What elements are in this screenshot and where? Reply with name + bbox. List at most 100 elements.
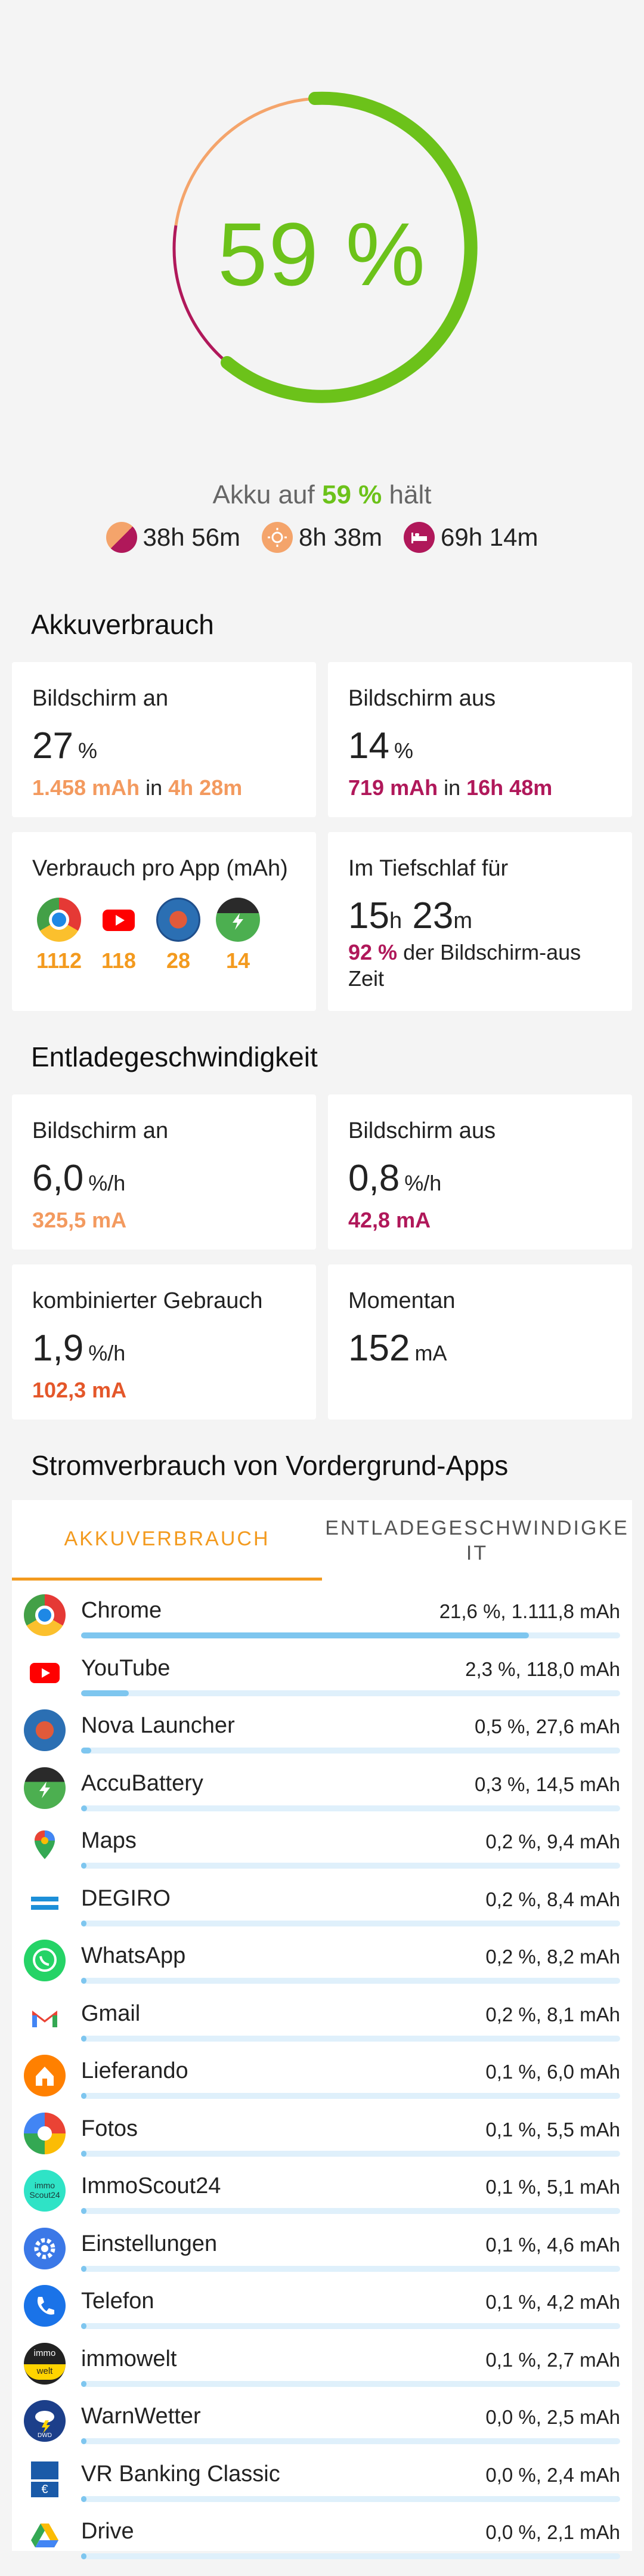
app-row-fotos[interactable]: Fotos 0,1 %, 5,5 mAh [12,2108,632,2165]
app-row-chrome[interactable]: Chrome 21,6 %, 1.111,8 mAh [12,1589,632,1647]
discharge-screen-off-card[interactable]: Bildschirm aus 0,8 %/h 42,8 mA [328,1094,632,1250]
app-usage-bar [81,1863,620,1869]
app-usage-bar [81,2208,620,2214]
app-row-accubattery[interactable]: AccuBattery 0,3 %, 14,5 mAh [12,1762,632,1820]
discharge-combined-card[interactable]: kombinierter Gebrauch 1,9 %/h 102,3 mA [12,1264,316,1420]
drive-icon [24,2515,66,2557]
app-row-immowelt[interactable]: immo welt immowelt 0,1 %, 2,7 mAh [12,2338,632,2395]
usage-per-app-card[interactable]: Verbrauch pro App (mAh) 1112 118 28 14 [12,832,316,1011]
app-usage-value: 0,1 %, 4,6 mAh [485,2233,620,2256]
app-usage-bar-fill [81,1863,87,1869]
app-name: WhatsApp [81,1943,186,1968]
app-row-telefon[interactable]: Telefon 0,1 %, 4,2 mAh [12,2280,632,2337]
foreground-section-title: Stromverbrauch von Vordergrund-Apps [31,1450,509,1481]
settings-gear-icon [24,2227,66,2269]
sleep-bed-icon [404,522,435,553]
youtube-icon [24,1652,66,1694]
app-usage-bar-fill [81,1748,92,1754]
app-usage-bar-fill [81,1805,88,1811]
app-usage-value: 0,0 %, 2,5 mAh [485,2406,620,2428]
app-usage-bar [81,1920,620,1926]
discharge-current-card[interactable]: Momentan 152 mA [328,1264,632,1420]
degiro-icon [24,1882,66,1924]
app-row-vr-banking-classic[interactable]: € VR Banking Classic 0,0 %, 2,4 mAh [12,2453,632,2510]
card-sub: 42,8 mA [348,1208,431,1232]
card-sub: 719 mAh in 16h 48m [348,775,553,800]
app-name: Einstellungen [81,2231,218,2256]
app-name: Gmail [81,2000,141,2026]
app-row-warnwetter[interactable]: DWD WarnWetter 0,0 %, 2,5 mAh [12,2395,632,2453]
tab-akkuverbrauch[interactable]: AKKUVERBRAUCH [12,1500,322,1581]
app-name: Fotos [81,2116,138,2141]
app-usage-bar [81,1978,620,1984]
usage-screen-off-card[interactable]: Bildschirm aus 14% 719 mAh in 16h 48m [328,662,632,817]
app-row-immoscout24[interactable]: immo Scout24 ImmoScout24 0,1 %, 5,1 mAh [12,2165,632,2222]
app-usage-bar-fill [81,2495,87,2502]
per-app-value-chrome: 1112 [36,948,82,973]
app-usage-bar-fill [81,1920,87,1926]
gmail-icon [24,1997,66,2039]
card-label: Im Tiefschlaf für [348,856,509,881]
app-row-einstellungen[interactable]: Einstellungen 0,1 %, 4,6 mAh [12,2223,632,2280]
app-name: WarnWetter [81,2404,201,2429]
tab-entladegeschwindigkeit[interactable]: ENTLADEGESCHWINDIGKE IT [325,1516,629,1564]
app-name: ImmoScout24 [81,2173,221,2198]
card-value: 1,9 %/h [32,1328,126,1369]
app-usage-bar-fill [81,2265,87,2272]
estimate-sleep-value: 69h 14m [441,523,538,551]
usage-screen-on-card[interactable]: Bildschirm an 27% 1.458 mAh in 4h 28m [12,662,316,817]
card-label: Bildschirm aus [348,1118,496,1143]
usage-section-title: Akkuverbrauch [31,609,214,640]
app-row-degiro[interactable]: DEGIRO 0,2 %, 8,4 mAh [12,1878,632,1935]
app-row-drive[interactable]: Drive 0,0 %, 2,1 mAh [12,2510,632,2568]
accubattery-icon [24,1767,66,1809]
card-value: 14% [348,725,413,766]
holds-prefix: Akku auf [212,480,315,509]
app-usage-value: 0,2 %, 8,2 mAh [485,1946,620,1968]
app-name: Nova Launcher [81,1713,235,1738]
app-row-youtube[interactable]: YouTube 2,3 %, 118,0 mAh [12,1647,632,1705]
app-row-whatsapp[interactable]: WhatsApp 0,2 %, 8,2 mAh [12,1935,632,1992]
battery-holds-text: Akku auf 59 % hält [0,480,644,510]
app-name: Chrome [81,1598,162,1623]
app-name: Telefon [81,2289,154,2314]
per-app-value-accubattery: 14 [225,948,250,973]
maps-icon [24,1824,66,1866]
card-label: Bildschirm an [32,1118,169,1143]
discharge-screen-on-card[interactable]: Bildschirm an 6,0 %/h 325,5 mA [12,1094,316,1250]
app-usage-bar [81,2035,620,2042]
app-usage-bar-fill [81,1690,129,1696]
card-value: 27% [32,725,97,766]
app-usage-bar-fill [81,1632,529,1638]
app-usage-value: 0,3 %, 14,5 mAh [475,1773,620,1795]
holds-percent: 59 % [321,480,382,509]
card-label: Bildschirm aus [348,686,496,711]
app-row-lieferando[interactable]: Lieferando 0,1 %, 6,0 mAh [12,2050,632,2107]
deep-sleep-note: 92 % der Bildschirm-aus Zeit [348,940,581,991]
nova-launcher-icon [156,898,200,942]
app-usage-bar [81,2323,620,2329]
screen-on-sun-icon [261,522,293,553]
app-row-nova-launcher[interactable]: Nova Launcher 0,5 %, 27,6 mAh [12,1705,632,1762]
youtube-icon [97,898,141,942]
nova-launcher-icon [24,1709,66,1751]
warnwetter-icon: DWD [24,2400,66,2442]
deep-sleep-card[interactable]: Im Tiefschlaf für 15h 23m 92 % der Bilds… [328,832,632,1011]
vr-banking-icon: € [24,2458,66,2500]
combined-usage-icon [106,522,137,553]
app-name: Maps [81,1828,137,1853]
app-usage-value: 0,1 %, 6,0 mAh [485,2061,620,2083]
app-name: immowelt [81,2346,177,2371]
estimate-screen-on: 8h 38m [261,522,382,553]
app-usage-bar [81,2265,620,2272]
app-usage-value: 0,2 %, 8,4 mAh [485,1888,620,1910]
card-sub: 325,5 mA [32,1208,127,1232]
app-usage-bar [81,1690,620,1696]
battery-ring [172,91,478,403]
chrome-icon [37,898,81,942]
app-usage-bar [81,1748,620,1754]
battery-estimates: 38h 56m 8h 38m 69h 14m [0,522,644,553]
app-row-maps[interactable]: Maps 0,2 %, 9,4 mAh [12,1820,632,1877]
app-row-gmail[interactable]: Gmail 0,2 %, 8,1 mAh [12,1993,632,2050]
app-usage-bar [81,2553,620,2559]
